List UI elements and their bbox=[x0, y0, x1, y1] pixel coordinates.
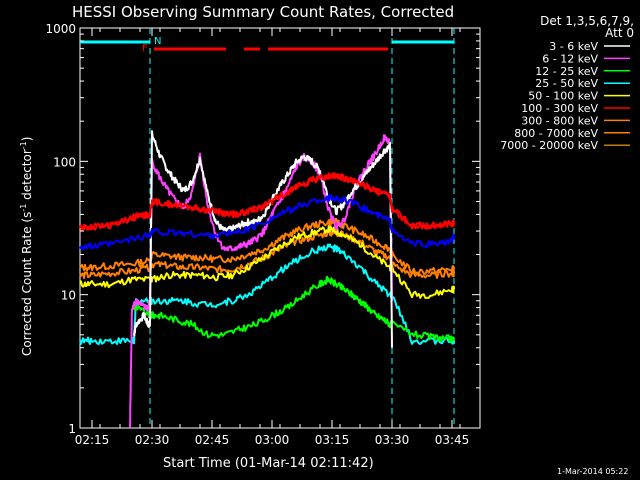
chart-title: HESSI Observing Summary Count Rates, Cor… bbox=[72, 3, 454, 21]
legend-label: 3 - 6 keV bbox=[549, 40, 598, 53]
legend-label: 12 - 25 keV bbox=[535, 65, 598, 78]
y-axis-label-part3: ) bbox=[20, 137, 34, 142]
y-axis-label-sup1: -1 bbox=[19, 204, 28, 212]
x-tick-label: 02:45 bbox=[195, 433, 230, 447]
legend-label: 50 - 100 keV bbox=[528, 90, 598, 103]
series-line-blue bbox=[79, 194, 455, 251]
x-tick-label: 03:45 bbox=[435, 433, 470, 447]
series-line-3 bbox=[79, 243, 455, 346]
plot-border bbox=[79, 27, 481, 429]
plot-frame bbox=[79, 27, 481, 429]
y-tick-label: 10 bbox=[61, 289, 76, 303]
y-tick-label: 1 bbox=[68, 422, 76, 436]
flare-flag-label: F bbox=[142, 43, 148, 54]
x-tick-label: 03:00 bbox=[255, 433, 290, 447]
legend-label: 7000 - 20000 keV bbox=[500, 139, 598, 152]
legend-header-1: Det 1,3,5,6,7,9, bbox=[540, 14, 634, 28]
series-line-0 bbox=[133, 130, 393, 348]
series-line-5-top bbox=[79, 172, 455, 231]
timestamp: 1-Mar-2014 05:22 bbox=[557, 467, 628, 476]
x-axis-label: Start Time (01-Mar-14 02:11:42) bbox=[163, 456, 374, 471]
y-tick-label: 100 bbox=[53, 155, 76, 169]
series-layer bbox=[79, 130, 455, 428]
legend-label: 25 - 50 keV bbox=[535, 77, 598, 90]
y-axis-label-sup2: -1 bbox=[19, 141, 28, 149]
legend-label: 300 - 800 keV bbox=[521, 114, 598, 127]
y-axis-label: Corrected Count Rate (s-1 detector-1) bbox=[19, 137, 34, 356]
x-tick-label: 03:15 bbox=[315, 433, 350, 447]
legend-label: 6 - 12 keV bbox=[542, 52, 598, 65]
axis-layer: 02:15 02:30 02:45 03:00 03:15 03:30 03:45 1 10 10… bbox=[45, 22, 481, 447]
legend-label: 800 - 7000 keV bbox=[514, 127, 598, 140]
x-tick-label: 02:15 bbox=[75, 433, 110, 447]
y-axis-label-part1: Corrected Count Rate (s bbox=[20, 212, 34, 356]
y-tick-label: 1000 bbox=[45, 22, 76, 36]
legend-label: 100 - 300 keV bbox=[521, 102, 598, 115]
x-tick-label: 02:30 bbox=[135, 433, 170, 447]
night-flag-label: N bbox=[154, 36, 161, 47]
x-tick-label: 03:30 bbox=[375, 433, 410, 447]
legend-header-2: Att 0 bbox=[605, 26, 634, 40]
series-line-2 bbox=[133, 275, 455, 344]
y-axis-label-part2: detector bbox=[20, 149, 34, 204]
